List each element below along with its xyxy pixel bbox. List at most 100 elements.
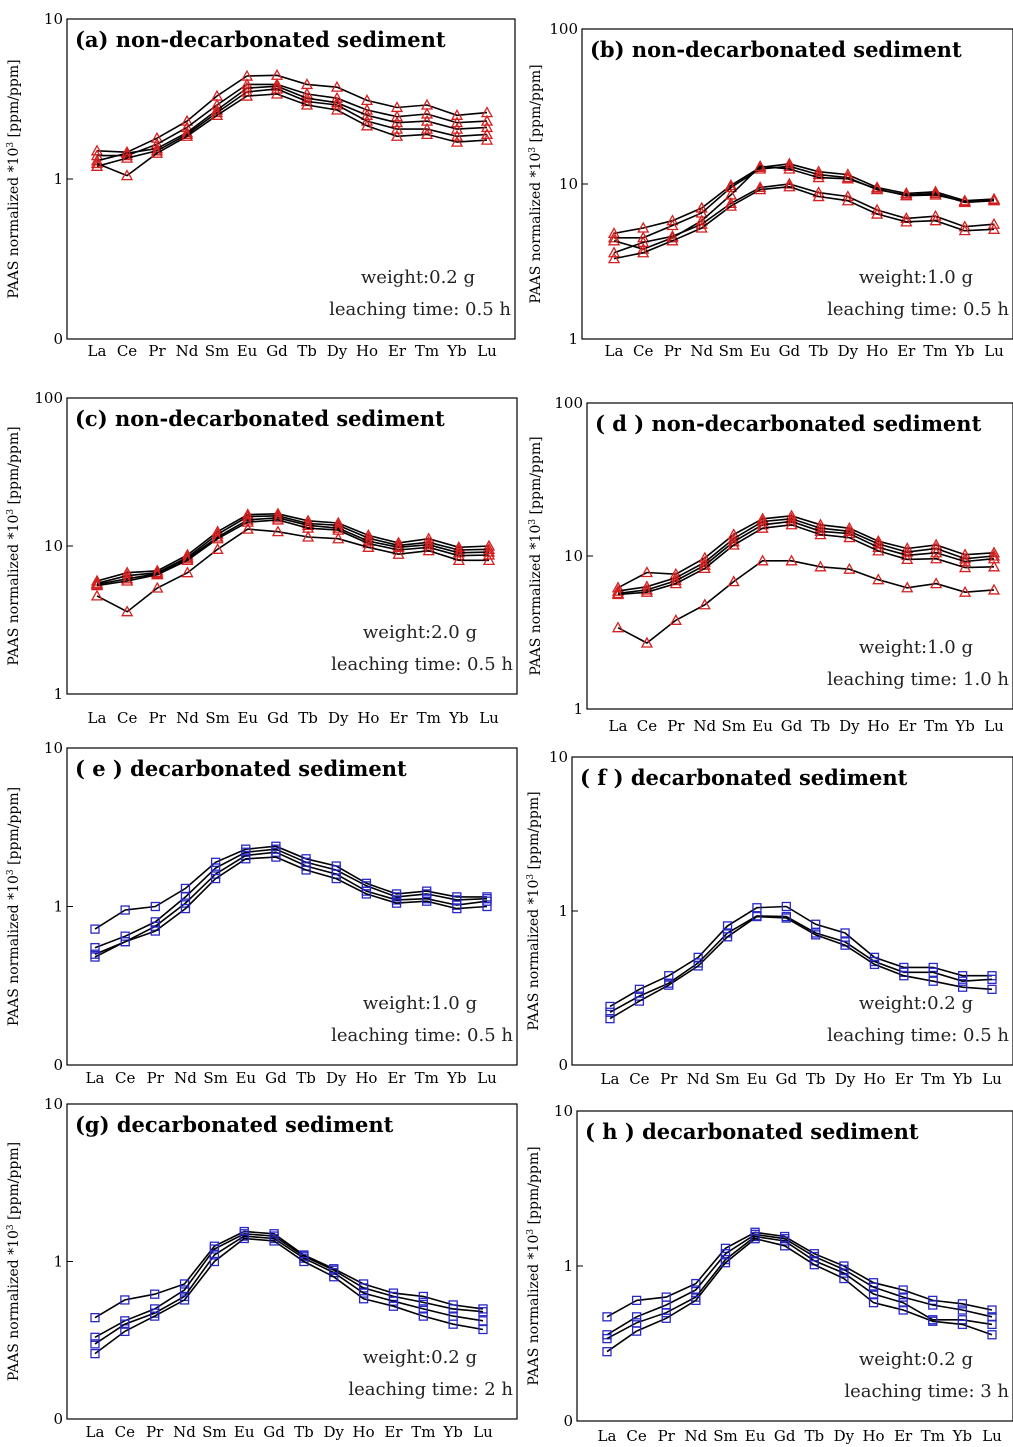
y-tick-label-e-0: 10	[44, 739, 63, 757]
data-point-d-3-pr	[669, 574, 682, 586]
x-tick-label-d-nd: Nd	[693, 717, 716, 735]
y-tick-label-d-1: 10	[564, 547, 583, 565]
data-point-b-3-tb	[812, 171, 825, 183]
data-point-a-5-dy	[330, 103, 344, 115]
x-tick-label-c-yb: Yb	[448, 709, 469, 727]
x-tick-label-e-dy: Dy	[326, 1069, 347, 1087]
data-point-d-5-eu	[756, 554, 769, 566]
series-line-g-1	[94, 1230, 484, 1319]
series-line-d-3	[617, 520, 995, 595]
series-line-e-1	[94, 845, 487, 930]
x-tick-label-h-tb: Tb	[805, 1427, 825, 1445]
x-tick-label-d-tm: Tm	[924, 717, 948, 735]
data-point-e-4-ho	[361, 889, 372, 899]
data-point-h-4-tm	[928, 1316, 938, 1326]
x-tick-label-a-la: La	[88, 342, 107, 360]
y-axis-label-b: PAAS normalized *103 [ppm/ppm]	[528, 64, 544, 303]
data-point-g-4-er	[388, 1301, 399, 1311]
data-point-g-2-la	[90, 1332, 100, 1342]
data-point-f-1-gd	[781, 901, 791, 912]
x-tick-label-b-gd: Gd	[779, 342, 801, 360]
x-tick-label-d-tb: Tb	[811, 717, 831, 735]
weight-annotation-c: weight:2.0 g	[363, 622, 477, 643]
data-point-h-4-sm	[720, 1258, 731, 1268]
x-tick-label-d-gd: Gd	[781, 717, 803, 735]
data-point-d-4-ce	[640, 585, 654, 597]
data-point-f-3-ho	[869, 959, 880, 970]
x-tick-label-c-ho: Ho	[357, 709, 379, 727]
data-point-d-5-ce	[640, 636, 654, 648]
data-point-h-1-lu	[987, 1305, 997, 1315]
data-point-b-5-tm	[929, 214, 942, 226]
x-tick-label-f-sm: Sm	[715, 1070, 740, 1088]
leaching-annotation-g: leaching time: 2 h	[348, 1379, 513, 1400]
y-tick-label-g-2: 0	[53, 1410, 63, 1428]
y-axis-label-c: PAAS normalized *103 [ppm/ppm]	[6, 426, 22, 665]
data-point-a-5-pr	[150, 146, 164, 158]
data-point-f-3-pr	[664, 980, 674, 990]
x-tick-label-a-tb: Tb	[297, 342, 317, 360]
data-point-h-4-lu	[987, 1330, 997, 1340]
data-point-c-3-tm	[422, 538, 435, 550]
data-point-e-4-dy	[331, 873, 341, 884]
x-tick-label-h-eu: Eu	[745, 1427, 766, 1445]
series-line-d-1	[617, 514, 995, 589]
data-point-b-2-tb	[812, 168, 825, 180]
y-tick-label-g-1: 1	[53, 1253, 63, 1271]
series-line-b-5	[613, 185, 995, 260]
data-point-c-5-er	[392, 547, 405, 559]
data-point-a-4-la	[90, 159, 104, 171]
data-point-a-2-er	[390, 110, 404, 122]
data-point-d-3-tm	[930, 546, 943, 558]
data-point-c-2-ce	[121, 569, 134, 581]
data-point-g-3-ho	[358, 1288, 369, 1298]
data-point-d-5-la	[611, 621, 625, 633]
series-h-4	[602, 1234, 997, 1357]
series-line-c-5	[96, 528, 489, 613]
data-point-c-4-eu	[241, 515, 254, 527]
x-tick-label-b-ce: Ce	[633, 342, 653, 360]
data-point-d-2-lu	[987, 549, 1001, 561]
data-point-g-4-lu	[478, 1324, 488, 1335]
data-point-a-5-la	[90, 157, 104, 169]
data-point-d-4-sm	[727, 538, 740, 550]
data-point-e-4-ce	[120, 937, 130, 947]
x-tick-label-a-pr: Pr	[148, 342, 166, 360]
data-point-a-5-gd	[270, 87, 284, 99]
x-tick-label-f-nd: Nd	[687, 1070, 710, 1088]
data-point-a-2-tm	[420, 107, 434, 119]
x-tick-label-g-tm: Tm	[411, 1423, 435, 1441]
data-point-g-4-nd	[179, 1295, 190, 1305]
x-tick-label-b-la: La	[605, 342, 624, 360]
data-point-a-4-yb	[450, 129, 464, 141]
x-tick-label-h-nd: Nd	[684, 1427, 707, 1445]
x-tick-label-g-nd: Nd	[173, 1423, 196, 1441]
leaching-annotation-f: leaching time: 0.5 h	[827, 1025, 1009, 1046]
data-point-c-3-gd	[271, 511, 285, 523]
data-point-h-4-nd	[691, 1295, 701, 1306]
data-point-a-5-yb	[450, 135, 464, 147]
data-point-d-5-sm	[727, 575, 740, 587]
data-point-b-2-pr	[666, 219, 679, 231]
data-point-c-4-ce	[121, 574, 134, 586]
data-point-b-3-la	[607, 234, 621, 246]
series-line-h-4	[606, 1237, 993, 1353]
data-point-e-3-nd	[180, 898, 191, 908]
series-line-a-1	[96, 74, 488, 154]
data-point-c-3-dy	[332, 521, 345, 533]
series-line-h-2	[606, 1233, 993, 1336]
y-tick-label-a-2: 0	[53, 330, 63, 348]
data-point-h-1-la	[602, 1312, 612, 1322]
data-point-f-1-yb	[957, 971, 968, 981]
x-tick-label-c-dy: Dy	[328, 709, 349, 727]
series-line-g-3	[94, 1235, 484, 1345]
series-line-b-1	[613, 162, 995, 235]
data-point-c-3-tb	[301, 518, 315, 530]
y-tick-label-h-1: 1	[563, 1257, 573, 1275]
y-axis-label-f: PAAS normalized *103 [ppm/ppm]	[526, 791, 542, 1030]
data-point-d-4-ho	[872, 544, 885, 556]
data-point-d-2-la	[611, 584, 625, 596]
data-point-c-4-nd	[181, 554, 194, 565]
